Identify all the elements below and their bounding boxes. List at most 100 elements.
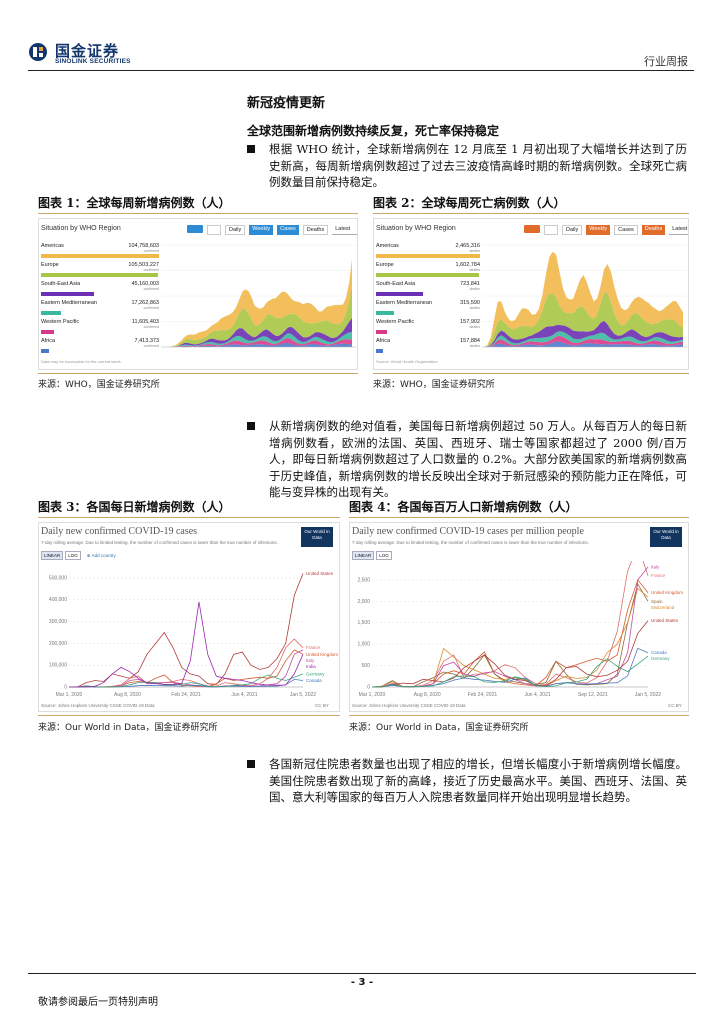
logo-english: SINOLINK SECURITIES xyxy=(55,58,131,65)
owid-logo: Our World in Data xyxy=(650,527,682,547)
series-line-united-states xyxy=(68,573,304,688)
y-tick-label: 500 xyxy=(362,663,371,669)
region-bar xyxy=(376,292,423,296)
x-tick-label: Jan 5, 2022 xyxy=(635,692,661,698)
region-bar xyxy=(376,349,384,353)
chart-icon-line[interactable] xyxy=(207,225,221,235)
chart-title: Daily new confirmed COVID-19 cases per m… xyxy=(352,526,584,537)
region-value: 723,841 xyxy=(460,281,480,287)
bullet-icon xyxy=(247,422,255,430)
cases-toggle[interactable]: Cases xyxy=(614,225,638,235)
daily-cases-line-chart: 0 100,000 200,000 300,000 400,000 500,000 Mar … xyxy=(49,571,338,698)
y-tick-label: 400,000 xyxy=(49,597,67,603)
disclaimer: 敬请参阅最后一页特别声明 xyxy=(38,997,158,1008)
region-row: Americas 2,465,316 deaths xyxy=(376,243,480,262)
weekly-toggle[interactable]: Weekly xyxy=(249,225,274,235)
chart-icon-bar[interactable] xyxy=(187,225,203,233)
footer-divider xyxy=(28,973,696,974)
deaths-toggle[interactable]: Deaths xyxy=(641,225,666,235)
y-tick-label: 100,000 xyxy=(49,663,67,669)
log-button[interactable]: LOG xyxy=(376,551,392,560)
region-row: Western Pacific 157,902 deaths xyxy=(376,319,480,338)
daily-toggle[interactable]: Daily xyxy=(225,225,246,235)
header-divider xyxy=(28,70,694,71)
report-type: 行业周报 xyxy=(644,55,688,68)
region-bar xyxy=(376,254,480,258)
chart-license: CC BY xyxy=(315,703,329,708)
weekly-toggle[interactable]: Weekly xyxy=(586,225,611,235)
period-dropdown[interactable]: Latest xyxy=(332,225,357,235)
owid-logo: Our World in Data xyxy=(301,527,333,547)
chart-title: Daily new confirmed COVID-19 cases xyxy=(41,526,198,537)
region-legend: Americas 2,465,316 deaths Europe 1,602,784 de… xyxy=(376,243,480,357)
region-name: Western Pacific xyxy=(41,319,80,325)
region-bar xyxy=(41,330,54,334)
region-name: South-East Asia xyxy=(376,281,416,287)
cases-toggle[interactable]: Cases xyxy=(277,225,299,235)
series-label: United States xyxy=(651,618,679,623)
region-note: deaths xyxy=(469,287,480,291)
series-line-united-kingdom xyxy=(371,579,649,688)
region-name: Africa xyxy=(41,338,56,344)
chart-controls: Daily Weekly Cases Deaths Latest xyxy=(187,225,357,235)
y-tick-label: 500,000 xyxy=(49,575,67,581)
series-label: Canada xyxy=(651,650,667,655)
region-bar xyxy=(41,311,62,315)
x-tick-label: Feb 24, 2021 xyxy=(171,692,201,698)
weekly-cases-area-chart xyxy=(161,244,356,348)
chart-title: Situation by WHO Region xyxy=(376,225,456,232)
log-button[interactable]: LOG xyxy=(65,551,81,560)
area-eastern-mediterranean xyxy=(163,331,352,347)
series-label: India xyxy=(306,664,316,669)
region-legend: Americas 104,758,603 confirmed Europe 105,50… xyxy=(41,243,159,357)
region-value: 105,503,227 xyxy=(128,262,159,268)
series-label: United States xyxy=(306,571,334,576)
region-value: 17,262,863 xyxy=(131,300,159,306)
chart-icon-bar[interactable] xyxy=(524,225,540,233)
region-value: 11,605,403 xyxy=(131,319,159,325)
section-subtitle: 全球范围新增病例数持续反复，死亡率保持稳定 xyxy=(247,124,500,138)
region-row: Africa 7,413,373 confirmed xyxy=(41,338,159,357)
x-tick-label: Aug 8, 2020 xyxy=(114,692,141,698)
area-western-pacific xyxy=(484,335,683,347)
region-value: 157,902 xyxy=(460,319,480,325)
series-line-india xyxy=(69,601,304,688)
series-label: Canada xyxy=(306,678,322,683)
series-label: France xyxy=(306,645,321,650)
region-name: Eastern Mediterranean xyxy=(41,300,97,306)
figure-4: 图表 4：各国每百万人口新增病例数（人） Daily new confirmed… xyxy=(349,498,689,733)
series-label: Switzerland xyxy=(651,605,675,610)
series-line-italy xyxy=(371,566,649,688)
x-tick-label: Mar 1, 2020 xyxy=(56,692,83,698)
region-note: confirmed xyxy=(143,268,159,272)
region-note: deaths xyxy=(469,249,480,253)
series-line-germany xyxy=(371,655,649,688)
add-country-button[interactable]: ⊕ Add country xyxy=(86,552,116,558)
y-tick-label: 0 xyxy=(64,685,67,691)
x-tick-label: Feb 24, 2021 xyxy=(468,692,498,698)
series-label: United Kingdom xyxy=(651,590,683,595)
deaths-toggle[interactable]: Deaths xyxy=(302,225,329,235)
region-row: Eastern Mediterranean 17,262,863 confirmed xyxy=(41,300,159,319)
chart-note: Source: World Health Organization xyxy=(376,359,438,364)
period-dropdown[interactable]: Latest xyxy=(669,225,688,235)
chart-footer: Source: Johns Hopkins University CSSE CO… xyxy=(41,703,155,708)
region-row: Western Pacific 11,605,403 confirmed xyxy=(41,319,159,338)
daily-toggle[interactable]: Daily xyxy=(562,225,583,235)
section-title: 新冠疫情更新 xyxy=(247,96,326,111)
series-label: France xyxy=(651,573,666,578)
figure-title: 图表 1：全球每周新增病例数（人） xyxy=(38,194,358,214)
y-tick-label: 2,000 xyxy=(357,599,370,605)
series-label: Germany xyxy=(651,656,670,661)
region-value: 2,465,316 xyxy=(455,243,480,249)
region-bar xyxy=(376,273,479,277)
linear-button[interactable]: LINEAR xyxy=(352,551,375,560)
linear-button[interactable]: LINEAR xyxy=(41,551,64,560)
region-row: South-East Asia 723,841 deaths xyxy=(376,281,480,300)
figure-source: 来源：WHO，国金证券研究所 xyxy=(38,380,160,390)
chart-icon-line[interactable] xyxy=(544,225,558,235)
region-name: South-East Asia xyxy=(41,281,81,287)
bullet-icon xyxy=(247,760,255,768)
area-europe xyxy=(163,286,352,347)
x-tick-label: Jan 5, 2022 xyxy=(290,692,316,698)
